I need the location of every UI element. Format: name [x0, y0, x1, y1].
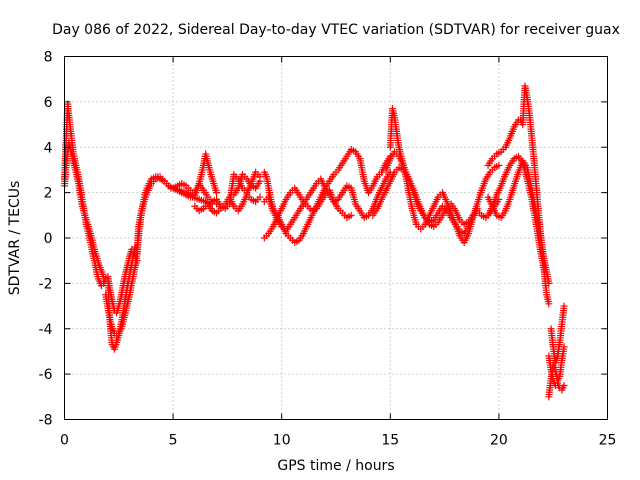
data-marks — [61, 82, 568, 401]
series-track-i — [260, 184, 355, 242]
y-tick-label: -2 — [39, 276, 53, 292]
chart-title: Day 086 of 2022, Sidereal Day-to-day VTE… — [52, 22, 620, 38]
series-track-f — [230, 170, 264, 199]
y-tick-label: -6 — [39, 367, 53, 383]
data-point — [347, 211, 355, 219]
series-track-l — [369, 164, 481, 231]
x-tick-label: 10 — [273, 433, 291, 449]
y-tick-label: 2 — [44, 186, 53, 202]
data-point — [256, 177, 264, 185]
x-tick-label: 0 — [60, 433, 69, 449]
x-axis-label: GPS time / hours — [277, 458, 394, 474]
y-tick-labels: -8 -6 -4 -2 0 2 4 6 8 — [39, 50, 53, 429]
y-tick-label: 4 — [44, 140, 53, 156]
series-track-o — [484, 157, 553, 287]
axis-ticks — [64, 56, 608, 420]
data-point — [473, 205, 481, 213]
series-track-r — [545, 352, 568, 394]
x-tick-label: 15 — [381, 433, 399, 449]
data-point — [133, 257, 141, 265]
grid-lines — [64, 56, 608, 420]
y-axis-label: SDTVAR / TECUs — [7, 181, 23, 296]
x-tick-label: 20 — [490, 433, 508, 449]
x-tick-labels: 0 5 10 15 20 25 — [60, 433, 616, 449]
series-track-c — [102, 257, 141, 340]
x-tick-label: 25 — [599, 433, 617, 449]
data-point — [560, 302, 568, 310]
data-point — [545, 279, 553, 287]
series-track-e — [191, 191, 264, 217]
series-track-q — [547, 302, 568, 367]
data-point — [545, 300, 553, 308]
y-tick-label: 6 — [44, 95, 53, 111]
y-tick-label: 8 — [44, 50, 53, 66]
y-tick-label: 0 — [44, 231, 53, 247]
data-point — [495, 161, 503, 169]
data-point — [213, 189, 221, 197]
y-tick-label: -8 — [39, 413, 53, 429]
data-point — [256, 193, 264, 201]
y-tick-label: -4 — [39, 322, 53, 338]
x-tick-label: 5 — [169, 433, 178, 449]
data-point — [560, 381, 568, 389]
